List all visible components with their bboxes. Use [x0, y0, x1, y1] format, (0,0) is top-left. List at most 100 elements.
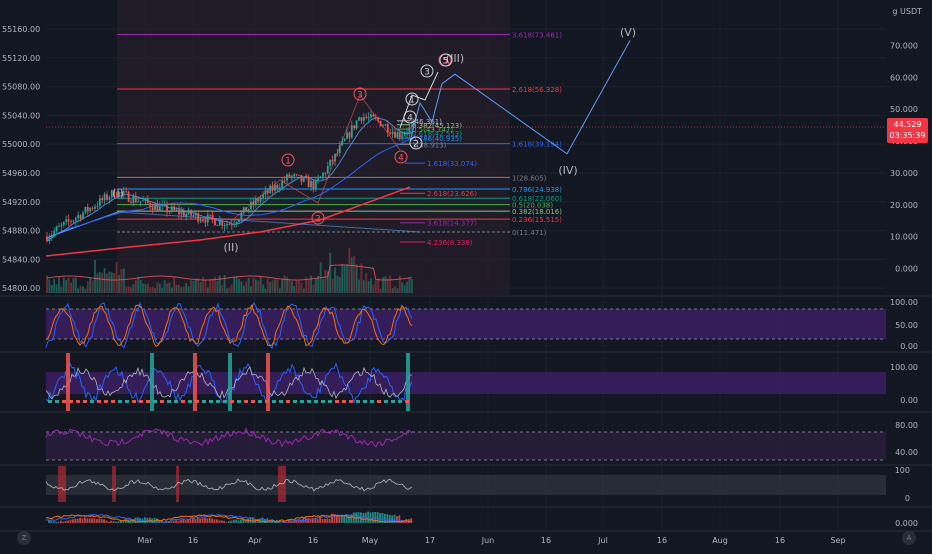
volume-bar: [145, 284, 147, 293]
macd-histogram-bar: [230, 521, 232, 523]
candle-body: [226, 224, 228, 225]
macd-histogram-bar: [101, 519, 103, 523]
osc2-histogram-tick: [272, 400, 276, 403]
currency-scale-label[interactable]: g USDT: [889, 5, 925, 19]
volume-bar: [118, 275, 120, 293]
volume-bar: [128, 286, 130, 293]
candle-body: [99, 198, 101, 206]
volume-bar: [380, 289, 382, 293]
volume-bar: [49, 279, 51, 293]
candle-body: [200, 220, 202, 221]
right-axis-label: 20.000: [890, 201, 918, 210]
candle-body: [205, 220, 207, 222]
fib-level-label: 1(28.605): [512, 174, 547, 182]
osc2-histogram-tick: [160, 400, 164, 403]
macd-histogram-bar: [91, 518, 93, 523]
macd-histogram-bar: [60, 521, 62, 523]
candle-body: [101, 198, 103, 200]
volume-bar: [219, 275, 221, 293]
macd-histogram-bar: [175, 520, 177, 523]
osc2-histogram-tick: [167, 400, 171, 403]
left-axis-label: 54840.00: [2, 255, 40, 264]
candle-body: [154, 204, 156, 210]
osc2-histogram-tick: [370, 400, 374, 403]
candle-body: [293, 174, 295, 175]
macd-histogram-bar: [228, 521, 230, 523]
volume-bar: [281, 279, 283, 293]
osc2-histogram-tick: [237, 400, 241, 403]
bar-countdown: 03:35:39: [887, 130, 928, 141]
candle-body: [274, 185, 276, 191]
auto-scale-button[interactable]: A: [902, 531, 916, 545]
volume-bar: [253, 278, 255, 293]
volume-bar: [142, 284, 144, 293]
macd-histogram-bar: [199, 519, 201, 523]
macd-histogram-bar: [319, 518, 321, 523]
left-axis-label: 55040.00: [2, 111, 40, 120]
macd-histogram-bar: [82, 519, 84, 523]
volume-bar: [361, 263, 363, 293]
volume-bar: [291, 281, 293, 293]
candle-body: [327, 166, 329, 173]
macd-histogram-bar: [144, 517, 146, 523]
fib-level-label: 3.618(73.461): [512, 31, 562, 39]
volume-bar: [101, 273, 103, 293]
volume-bar: [181, 287, 183, 293]
time-label: 16: [308, 536, 318, 545]
macd-histogram-bar: [79, 518, 81, 523]
macd-histogram-bar: [226, 522, 228, 523]
volume-bar: [349, 248, 351, 293]
volume-bar: [51, 285, 53, 293]
candle-body: [399, 133, 401, 137]
candle-body: [97, 206, 99, 207]
osc2-histogram-tick: [181, 400, 185, 403]
osc3-axis-label: 40.00: [895, 448, 918, 457]
candle-body: [92, 208, 94, 209]
candle-body: [358, 117, 360, 120]
volume-bar: [212, 279, 214, 293]
macd-histogram-bar: [67, 521, 69, 523]
volume-bar: [394, 286, 396, 293]
candle-body: [301, 175, 303, 181]
volume-bar: [99, 272, 101, 293]
osc2-histogram-tick: [216, 400, 220, 403]
volume-bar: [94, 260, 96, 293]
volume-bar: [377, 278, 379, 293]
candle-body: [106, 194, 108, 199]
volume-bar: [109, 272, 111, 293]
osc2-histogram-tick: [293, 400, 297, 403]
primary-wave-label: (V): [620, 26, 636, 39]
volume-bar: [130, 287, 132, 293]
osc2-histogram-tick: [55, 400, 59, 403]
volume-bar: [389, 276, 391, 293]
candle-body: [284, 181, 286, 182]
volume-bar: [365, 273, 367, 293]
volume-bar: [370, 278, 372, 293]
osc4-axis-label: 0: [905, 494, 910, 503]
macd-histogram-bar: [211, 519, 213, 523]
time-label: 16: [657, 536, 667, 545]
osc1-axis-label: 0.00: [900, 342, 918, 351]
candle-body: [370, 114, 372, 117]
minor-wave-label: 2: [413, 140, 419, 150]
right-axis-label: 70.000: [890, 42, 918, 51]
zoom-reset-button[interactable]: Z: [17, 531, 31, 545]
volume-bar: [188, 286, 190, 293]
candle-body: [236, 222, 238, 224]
volume-bar: [334, 268, 336, 293]
macd-histogram-bar: [235, 520, 237, 523]
last-price-tag: 44.529 03:35:39: [887, 118, 928, 143]
candle-body: [169, 211, 171, 212]
osc4-band: [46, 475, 886, 495]
candle-body: [166, 204, 168, 212]
osc4-axis-label: 100: [895, 466, 910, 475]
macd-histogram-bar: [96, 519, 98, 523]
osc2-histogram-tick: [286, 400, 290, 403]
volume-bar: [368, 281, 370, 293]
osc2-histogram-tick: [139, 400, 143, 403]
candle-body: [401, 135, 403, 137]
fib-level-label: 0.382(18.016): [512, 208, 562, 216]
volume-bar: [233, 277, 235, 293]
volume-bar: [358, 280, 360, 293]
